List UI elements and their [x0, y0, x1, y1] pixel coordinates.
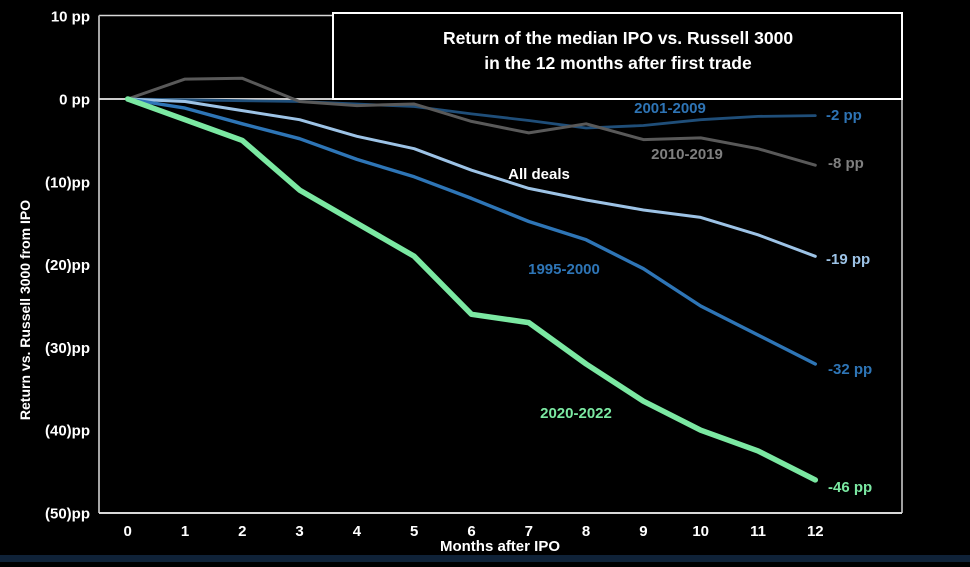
chart-title-line1: Return of the median IPO vs. Russell 300… [443, 28, 793, 48]
x-tick-label: 12 [807, 523, 824, 540]
series-lines [124, 76, 819, 483]
y-tick-label: 10 pp [51, 9, 90, 26]
y-tick-label: 0 pp [59, 92, 90, 109]
series-end-value-2001-2009: -2 pp [826, 107, 862, 124]
x-tick-label: 8 [582, 523, 590, 540]
series-end-value-2020-2022: -46 pp [828, 479, 872, 496]
series-label-2001-2009: 2001-2009 [634, 100, 706, 117]
y-tick-label: (50)pp [45, 506, 90, 523]
x-tick-label: 5 [410, 523, 418, 540]
x-tick-label: 7 [525, 523, 533, 540]
series-line-1995-2000 [125, 97, 817, 366]
y-axis-title: Return vs. Russell 3000 from IPO [17, 200, 33, 420]
x-tick-label: 6 [467, 523, 475, 540]
series-label-2020-2022: 2020-2022 [540, 405, 612, 422]
bottom-edge-bar [0, 555, 970, 562]
x-tick-label: 4 [353, 523, 362, 540]
y-tick-label: (10)pp [45, 174, 90, 191]
x-tick-label: 2 [238, 523, 246, 540]
series-label-2010-2019: 2010-2019 [651, 146, 723, 163]
x-tick-label: 9 [639, 523, 647, 540]
x-tick-label: 11 [750, 523, 766, 540]
y-tick-label: (30)pp [45, 340, 90, 357]
y-axis-tick-labels: 10 pp 0 pp (10)pp (20)pp (30)pp (40)pp (50)pp [45, 9, 90, 523]
series-label-1995-2000: 1995-2000 [528, 261, 600, 278]
y-tick-label: (40)pp [45, 423, 90, 440]
y-tick-label: (20)pp [45, 257, 90, 274]
chart-title-line2: in the 12 months after first trade [484, 53, 752, 73]
series-line-2020-2022 [124, 96, 819, 483]
series-line-2010-2019 [126, 76, 817, 167]
series-labels: 2001-2009 -2 pp 2010-2019 -8 pp All deals -19… [508, 100, 872, 496]
series-label-all-deals: All deals [508, 166, 570, 183]
series-end-value-1995-2000: -32 pp [828, 361, 872, 378]
x-tick-label: 10 [692, 523, 709, 540]
x-tick-label: 0 [124, 523, 132, 540]
title-box [332, 12, 903, 100]
x-tick-label: 3 [295, 523, 303, 540]
series-end-value-2010-2019: -8 pp [828, 155, 864, 172]
series-line-2001-2009 [126, 97, 817, 130]
x-tick-label: 1 [181, 523, 189, 540]
series-end-value-all-deals: -19 pp [826, 251, 870, 268]
x-axis-title: Months after IPO [440, 538, 560, 555]
series-line-all-deals [126, 97, 817, 258]
x-axis-tick-labels: 0 1 2 3 4 5 6 7 8 9 10 11 12 [124, 523, 824, 540]
